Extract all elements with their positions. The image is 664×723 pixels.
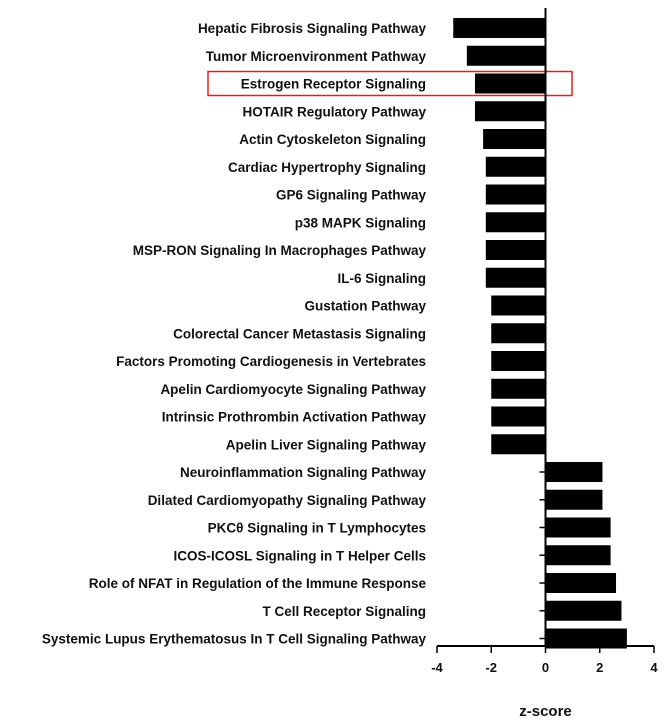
bar: [545, 517, 611, 538]
bar: [545, 628, 627, 649]
bar: [485, 184, 546, 205]
category-label: HOTAIR Regulatory Pathway: [242, 104, 426, 119]
category-label: GP6 Signaling Pathway: [276, 188, 427, 203]
bar: [491, 378, 546, 399]
category-label: Gustation Pathway: [304, 299, 426, 314]
category-label: Actin Cytoskeleton Signaling: [239, 132, 426, 147]
category-label: p38 MAPK Signaling: [295, 215, 426, 230]
bar: [491, 323, 546, 344]
category-label: Estrogen Receptor Signaling: [241, 77, 426, 92]
category-label: Hepatic Fibrosis Signaling Pathway: [198, 21, 427, 36]
category-label: Neuroinflammation Signaling Pathway: [180, 465, 427, 480]
bar: [545, 462, 603, 482]
highlight-box: [207, 70, 573, 97]
category-label: Apelin Liver Signaling Pathway: [226, 437, 427, 452]
bar: [545, 600, 622, 621]
bar: [485, 267, 546, 288]
category-label: Tumor Microenvironment Pathway: [206, 49, 427, 64]
bar: [453, 18, 546, 38]
bar: [474, 73, 546, 94]
bar: [485, 156, 546, 177]
bar: [545, 489, 603, 510]
x-tick-label: 2: [596, 660, 603, 675]
category-label: Intrinsic Prothrombin Activation Pathway: [162, 410, 427, 425]
category-label: ICOS-ICOSL Signaling in T Helper Cells: [173, 548, 426, 563]
bar: [485, 240, 546, 260]
bar: [545, 573, 617, 593]
x-tick-label: 4: [650, 660, 658, 675]
category-label: PKCθ Signaling in T Lymphocytes: [208, 521, 426, 536]
bar: [474, 101, 546, 122]
category-label: Factors Promoting Cardiogenesis in Verte…: [116, 354, 426, 369]
bar: [491, 434, 546, 455]
x-tick-label: -4: [431, 660, 443, 675]
category-label: IL-6 Signaling: [337, 271, 426, 286]
category-label: Systemic Lupus Erythematosus In T Cell S…: [42, 632, 427, 647]
bar: [491, 351, 546, 371]
category-label: Cardiac Hypertrophy Signaling: [228, 160, 426, 175]
category-label: T Cell Receptor Signaling: [262, 604, 426, 619]
category-label: MSP-RON Signaling In Macrophages Pathway: [133, 243, 427, 258]
x-axis-title: z-score: [519, 703, 572, 720]
category-label: Dilated Cardiomyopathy Signaling Pathway: [148, 493, 427, 508]
bar: [466, 45, 546, 66]
bar: [483, 129, 546, 149]
bar: [491, 406, 546, 427]
x-tick-label: 0: [542, 660, 549, 675]
bar: [491, 295, 546, 316]
x-tick-label: -2: [485, 660, 497, 675]
category-label: Colorectal Cancer Metastasis Signaling: [173, 326, 426, 341]
bar: [545, 545, 611, 566]
category-label: Role of NFAT in Regulation of the Immune…: [89, 576, 427, 591]
category-label: Apelin Cardiomyocyte Signaling Pathway: [160, 382, 426, 397]
bar: [485, 212, 546, 233]
